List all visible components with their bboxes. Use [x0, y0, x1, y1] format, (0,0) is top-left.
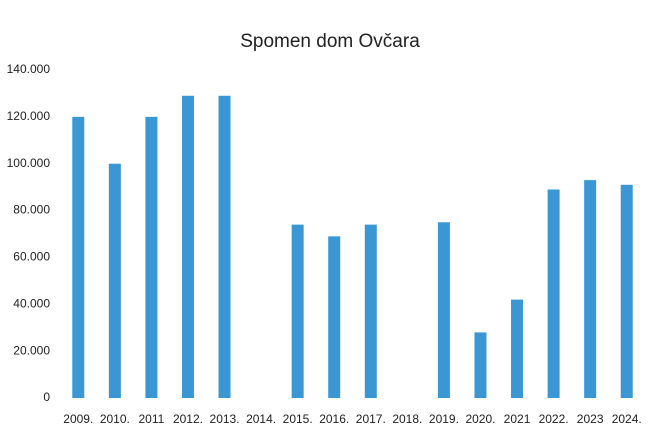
y-tick-label: 140.000	[7, 62, 51, 76]
x-tick-label: 2013.	[210, 412, 240, 426]
x-tick-label: 2020.	[465, 412, 495, 426]
y-tick-label: 80.000	[13, 203, 50, 217]
y-tick-label: 60.000	[13, 250, 50, 264]
y-tick-label: 100.000	[7, 156, 51, 170]
y-tick-label: 20.000	[13, 343, 50, 357]
y-tick-label: 40.000	[13, 296, 50, 310]
x-tick-label: 2018.	[392, 412, 422, 426]
x-tick-label: 2012.	[173, 412, 203, 426]
x-tick-label: 2024.	[612, 412, 642, 426]
bar	[584, 180, 597, 398]
bar	[547, 189, 560, 398]
x-tick-label: 2019.	[429, 412, 459, 426]
bar	[218, 95, 231, 399]
bar	[291, 224, 304, 398]
bar	[72, 116, 85, 398]
x-tick-label: 2023	[577, 412, 604, 426]
y-tick-label: 120.000	[7, 109, 51, 123]
x-tick-label: 2022.	[539, 412, 569, 426]
x-tick-label: 2009.	[63, 412, 93, 426]
x-tick-label: 2017.	[356, 412, 386, 426]
x-tick-label: 2015.	[283, 412, 313, 426]
bar	[181, 95, 194, 399]
x-tick-label: 2014.	[246, 412, 276, 426]
bar	[108, 163, 121, 398]
bar	[364, 224, 377, 398]
bar	[511, 299, 524, 398]
chart-title: Spomen dom Ovčara	[240, 31, 420, 52]
bar	[328, 236, 341, 398]
y-tick-label: 0	[43, 390, 50, 404]
x-tick-label: 2021	[504, 412, 531, 426]
bar	[620, 184, 633, 398]
x-tick-label: 2016.	[319, 412, 349, 426]
x-tick-label: 2011	[139, 412, 165, 426]
bar	[145, 116, 158, 398]
x-tick-label: 2010.	[100, 412, 130, 426]
bar	[437, 222, 450, 398]
bar	[474, 332, 487, 398]
